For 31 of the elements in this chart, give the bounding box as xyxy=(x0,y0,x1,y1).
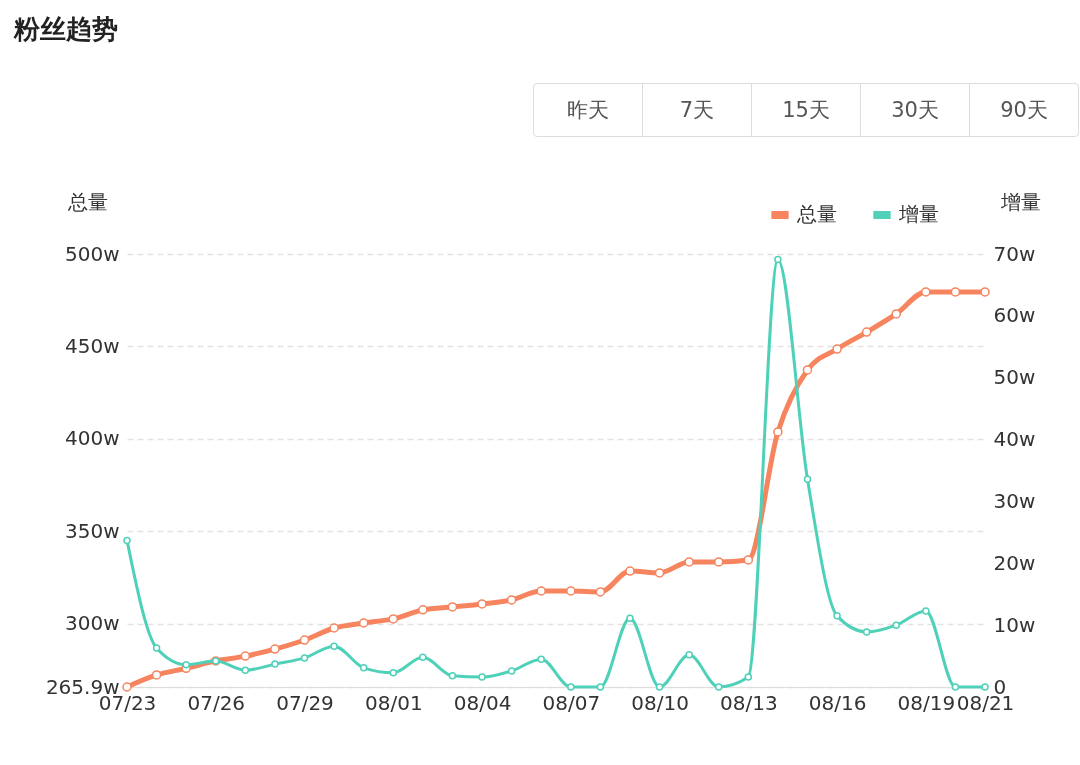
y-tick-label: 500w xyxy=(64,241,120,266)
x-tick-label: 08/10 xyxy=(631,690,689,715)
y-axis-title: 总量 xyxy=(66,189,108,214)
text: 90天 xyxy=(999,97,1049,124)
x-tick-label: 08/01 xyxy=(364,690,423,715)
text: 30天 xyxy=(861,84,970,136)
x-tick-label: 08/07 xyxy=(542,690,601,715)
x-tick-label: 08/16 xyxy=(808,690,867,715)
x-tick-label: 08/19 xyxy=(897,690,956,715)
legend-label: 增量 xyxy=(898,202,939,226)
y2-tick-label: 10w xyxy=(993,612,1036,637)
y2-tick-label: 40w xyxy=(993,427,1036,452)
y2-tick-label: 20w xyxy=(993,550,1036,575)
chart-title: 粉丝趋势 xyxy=(14,13,118,46)
y-tick-label: 350w xyxy=(64,518,120,543)
y-tick-label: 400w xyxy=(64,426,120,451)
y2-tick-label: 30w xyxy=(993,488,1036,513)
y2-axis-title: 增量 xyxy=(999,189,1041,214)
y-tick-label: 450w xyxy=(64,333,120,358)
x-tick-label: 07/26 xyxy=(187,690,246,715)
x-tick-label: 08/04 xyxy=(453,690,512,715)
y-tick-label: 300w xyxy=(64,611,120,636)
text: 昨天 xyxy=(534,84,643,136)
y2-tick-label: 70w xyxy=(993,241,1036,266)
x-tick-label: 08/13 xyxy=(719,690,778,715)
y2-tick-label: 60w xyxy=(993,303,1036,328)
x-tick-label: 07/29 xyxy=(276,690,334,715)
text: 7天 xyxy=(643,84,752,136)
y2-tick-label: 50w xyxy=(993,365,1036,390)
legend-label: 总量 xyxy=(796,202,837,226)
text: 15天 xyxy=(752,84,861,136)
